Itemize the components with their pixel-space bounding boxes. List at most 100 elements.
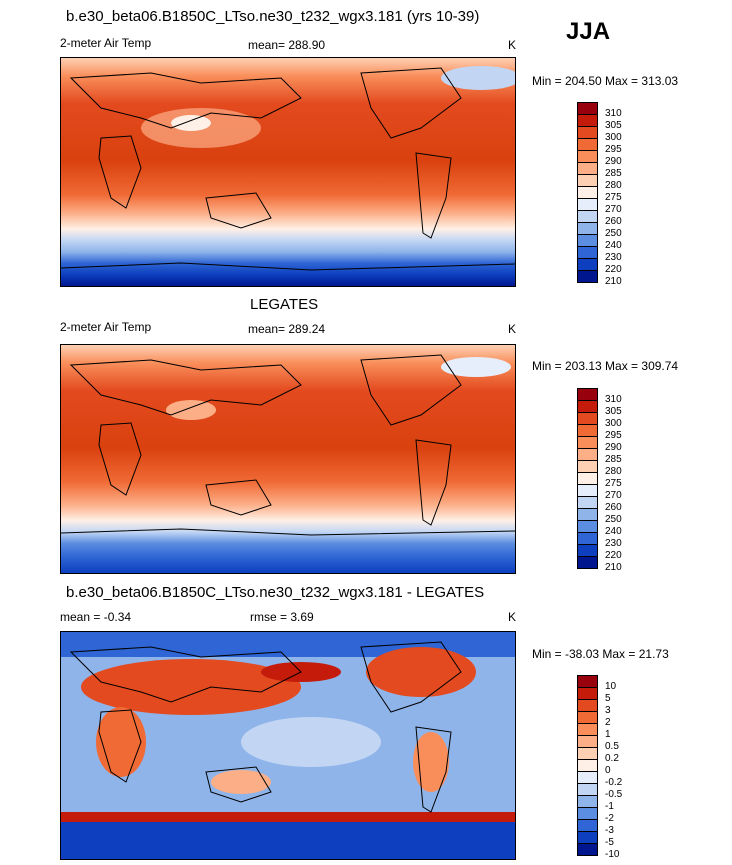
colorbar-tick-label: 310	[605, 108, 622, 119]
colorbar-tick-label: 290	[605, 442, 622, 453]
panel1-australia-outline	[205, 192, 272, 229]
panel3-antarctic-cold	[61, 822, 515, 859]
colorbar-tick-label: 250	[605, 514, 622, 525]
panel2-plateau	[166, 400, 216, 420]
colorbar-tick-label: 1	[605, 729, 611, 740]
colorbar-tick-label: 250	[605, 228, 622, 239]
panel1-colorbar: 310 305 300 295 290 285 280 275 270 260 250 240 230 2…	[577, 102, 622, 287]
panel1-eurasia-outline	[69, 72, 302, 129]
panel3-namerica-warm	[366, 647, 476, 697]
panel3-map-svg	[61, 632, 515, 859]
panel1-mean-label: mean= 288.90	[248, 38, 326, 52]
colorbar-tick-label: 0	[605, 765, 611, 776]
season-label: JJA	[566, 18, 611, 45]
colorbar-tick-label: 295	[605, 430, 622, 441]
colorbar-tick-label: 240	[605, 526, 622, 537]
panel1-greenland	[441, 66, 515, 90]
panel3-map	[60, 631, 516, 860]
colorbar-tick-label: 0.5	[605, 741, 619, 752]
colorbar-tick-label: -0.2	[605, 777, 623, 788]
panel3-colorbar: 10 5 3 2 1 0.5 0.2 0 -0.2 -0.5 -1 -2 -3 -5 -10	[577, 675, 622, 860]
panel3-rmse-label: rmse = 3.69	[250, 610, 314, 624]
colorbar-tick-label: 285	[605, 168, 622, 179]
colorbar-tick-label: -2	[605, 813, 614, 824]
panel2-field	[61, 345, 515, 573]
colorbar-swatch	[577, 843, 598, 856]
colorbar-tick-label: 0.2	[605, 753, 619, 764]
panel2-greenland	[441, 357, 511, 377]
colorbar-tick-label: 305	[605, 120, 622, 131]
panel3-africa-warm	[96, 707, 146, 777]
panel3-australia-outline	[205, 766, 272, 803]
colorbar-tick-label: 285	[605, 454, 622, 465]
panel3-africa-outline	[98, 709, 142, 783]
colorbar-tick-label: 290	[605, 156, 622, 167]
panel3-units-label: K	[508, 610, 517, 624]
colorbar-tick-label: 295	[605, 144, 622, 155]
panel2-australia-outline	[205, 479, 272, 516]
panel2-map-svg	[61, 345, 515, 573]
colorbar-tick-label: 5	[605, 693, 611, 704]
colorbar-tick-label: -0.5	[605, 789, 623, 800]
panel3-southern-warm-band	[61, 812, 515, 822]
colorbar-tick-label: 3	[605, 705, 611, 716]
panel3-samerica-outline	[415, 726, 452, 813]
panel1-minmax-label: Min = 204.50 Max = 313.03	[532, 74, 679, 88]
panel1-units-label: K	[508, 38, 517, 52]
colorbar-tick-label: -3	[605, 825, 614, 836]
colorbar-tick-label: 220	[605, 550, 622, 561]
panel1-field	[61, 58, 515, 286]
panel2-minmax-label: Min = 203.13 Max = 309.74	[532, 359, 679, 373]
colorbar-tick-label: 230	[605, 252, 622, 263]
panel2-antarctica-outline	[61, 528, 515, 536]
colorbar-tick-label: -1	[605, 801, 614, 812]
panel3-samerica-warm	[413, 732, 449, 792]
panel3-pacific-neutral	[241, 717, 381, 767]
colorbar-tick-label: 310	[605, 394, 622, 405]
panel1-map-svg	[61, 58, 515, 286]
panel1-antarctica-outline	[61, 262, 515, 271]
panel2-samerica-outline	[415, 439, 452, 526]
colorbar-tick-label: 270	[605, 490, 622, 501]
panel2-title: LEGATES	[250, 296, 319, 313]
colorbar-tick-label: 275	[605, 192, 622, 203]
colorbar-tick-label: 305	[605, 406, 622, 417]
panel2-map	[60, 344, 516, 574]
panel1-variable-label: 2-meter Air Temp	[60, 36, 152, 50]
colorbar-swatch	[577, 270, 598, 283]
panel3-eurasia-outline	[69, 646, 302, 703]
colorbar-tick-label: 280	[605, 180, 622, 191]
colorbar-tick-label: 2	[605, 717, 611, 728]
colorbar-tick-label: 300	[605, 132, 622, 143]
panel1-africa-outline	[98, 135, 142, 209]
panel3-australia-warm	[211, 770, 271, 794]
panel2-africa-outline	[98, 422, 142, 496]
colorbar-tick-label: 275	[605, 478, 622, 489]
panel3-title: b.e30_beta06.B1850C_LTso.ne30_t232_wgx3.…	[66, 584, 485, 601]
panel2-eurasia-outline	[69, 359, 302, 416]
colorbar-tick-label: 260	[605, 216, 622, 227]
panel3-eurasia-warm	[81, 659, 301, 715]
panel2-variable-label: 2-meter Air Temp	[60, 320, 152, 334]
colorbar-tick-label: 300	[605, 418, 622, 429]
colorbar-tick-label: -10	[605, 849, 620, 860]
panel1-map	[60, 57, 516, 287]
colorbar-tick-label: 270	[605, 204, 622, 215]
colorbar-tick-label: 210	[605, 562, 622, 573]
panel2-colorbar: 310 305 300 295 290 285 280 275 270 260 250 240 230 2…	[577, 388, 622, 573]
panel3-namerica-outline	[360, 641, 462, 713]
panel3-mean-label: mean = -0.34	[60, 610, 132, 624]
colorbar-tick-label: -5	[605, 837, 614, 848]
panel2-units-label: K	[508, 322, 517, 336]
colorbar-tick-label: 240	[605, 240, 622, 251]
panel1-samerica-outline	[415, 152, 452, 239]
colorbar-swatch	[577, 556, 598, 569]
colorbar-tick-label: 280	[605, 466, 622, 477]
colorbar-tick-label: 230	[605, 538, 622, 549]
panel1-plateau	[171, 115, 211, 131]
panel2-namerica-outline	[360, 354, 462, 426]
panel2-mean-label: mean= 289.24	[248, 322, 326, 336]
colorbar-tick-label: 220	[605, 264, 622, 275]
panel3-minmax-label: Min = -38.03 Max = 21.73	[532, 647, 669, 661]
colorbar-tick-label: 260	[605, 502, 622, 513]
